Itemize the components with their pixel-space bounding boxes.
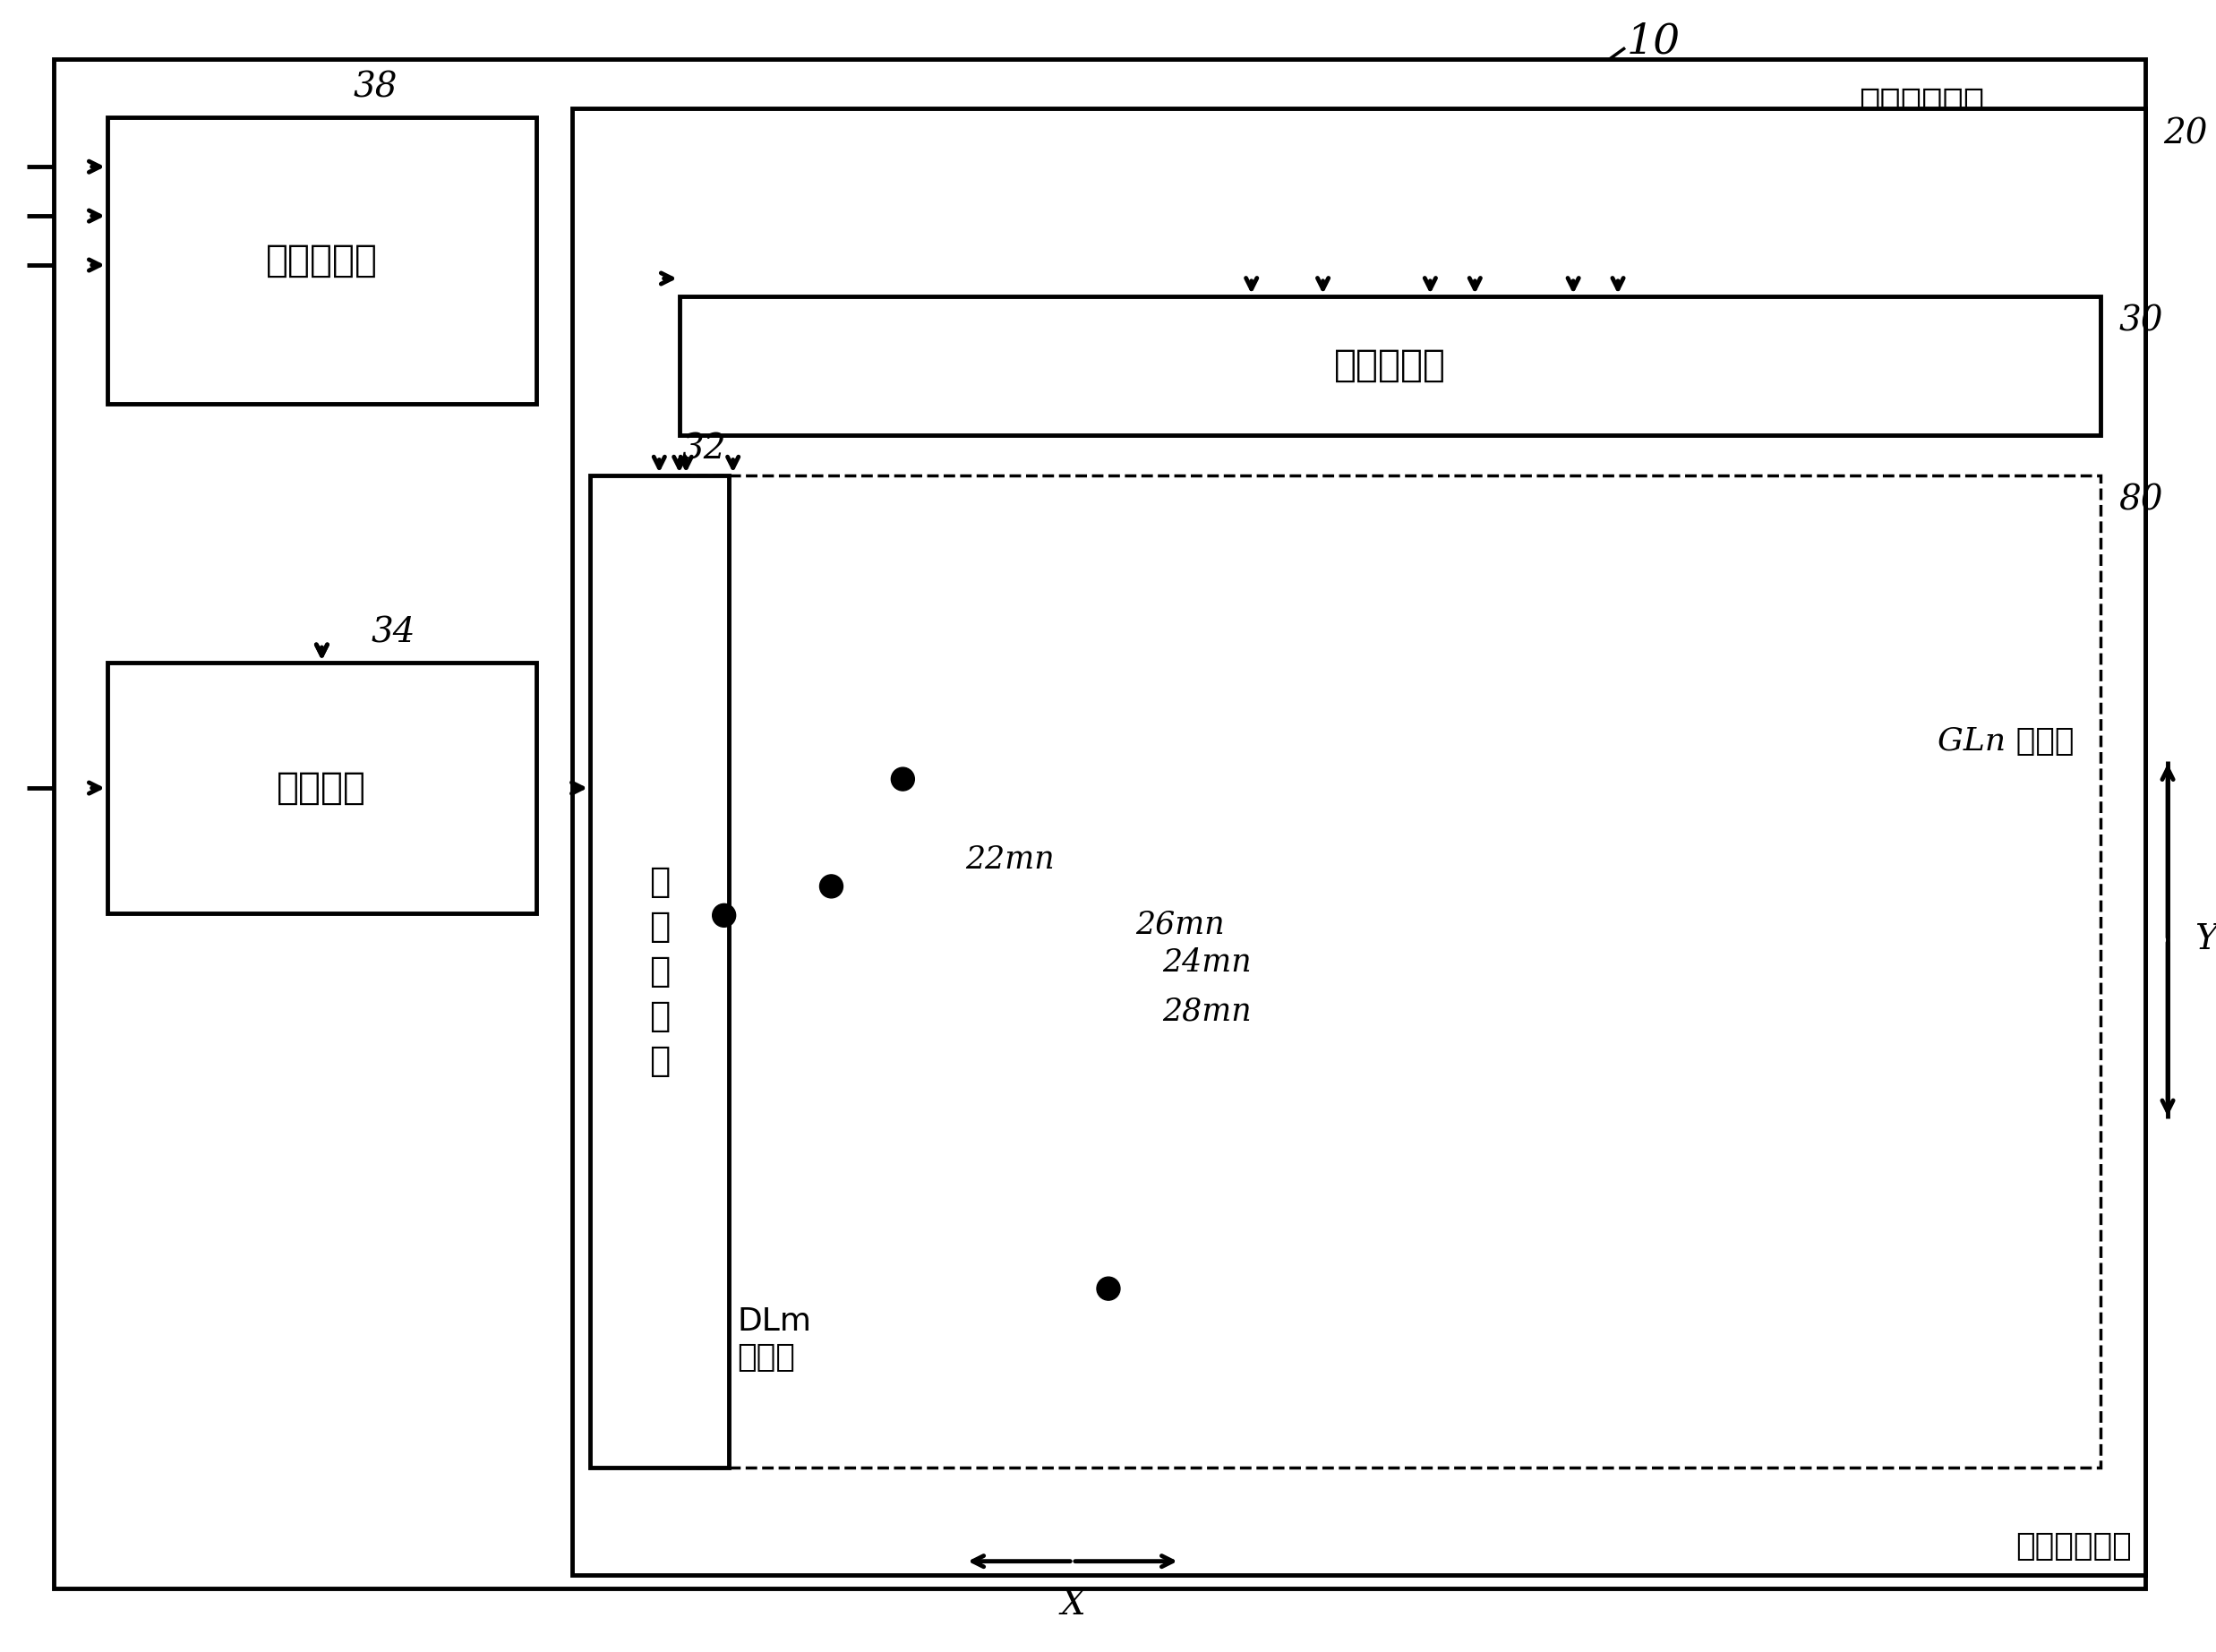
- Text: 80: 80: [2118, 484, 2163, 517]
- Bar: [589, 476, 729, 1467]
- Bar: [680, 476, 2101, 1467]
- Text: 38: 38: [352, 71, 397, 104]
- Text: DLm
数据线: DLm 数据线: [738, 1307, 811, 1373]
- Text: 30: 30: [2118, 306, 2163, 339]
- Text: 数据驱动器: 数据驱动器: [1334, 347, 1447, 385]
- Text: 扫
描
驱
动
器: 扫 描 驱 动 器: [649, 864, 669, 1077]
- Text: 28mn: 28mn: [1161, 996, 1252, 1026]
- Text: 液晶显示装置: 液晶显示装置: [1859, 86, 1986, 121]
- Text: 20: 20: [2163, 117, 2207, 150]
- Text: 34: 34: [370, 616, 414, 649]
- Text: 32: 32: [683, 433, 727, 466]
- Text: 显示控制器: 显示控制器: [266, 241, 377, 279]
- Text: 26mn: 26mn: [1135, 909, 1225, 940]
- Text: Y: Y: [2194, 923, 2216, 957]
- Bar: [572, 109, 2145, 1574]
- Circle shape: [1097, 1277, 1119, 1300]
- Text: 22mn: 22mn: [966, 844, 1055, 876]
- Text: X: X: [1059, 1588, 1086, 1621]
- Text: 24mn: 24mn: [1161, 947, 1252, 978]
- Text: 液晶显示面板: 液晶显示面板: [2017, 1531, 2132, 1561]
- Circle shape: [711, 904, 736, 927]
- Bar: [680, 296, 2101, 434]
- Bar: [106, 117, 536, 403]
- Bar: [106, 662, 536, 914]
- Circle shape: [820, 874, 842, 899]
- Circle shape: [891, 768, 915, 791]
- Text: GLn 扫描线: GLn 扫描线: [1937, 727, 2074, 757]
- Text: 10: 10: [1627, 21, 1680, 61]
- Text: 电源电路: 电源电路: [277, 770, 366, 806]
